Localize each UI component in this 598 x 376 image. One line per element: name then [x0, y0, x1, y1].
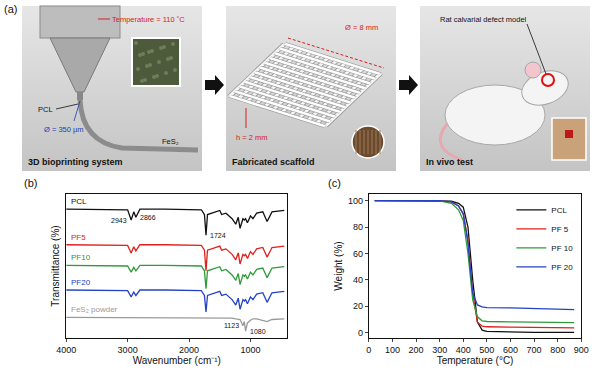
svg-text:1000: 1000 [240, 345, 260, 355]
svg-text:FeS₂ powder: FeS₂ powder [71, 305, 118, 314]
svg-text:PF10: PF10 [71, 253, 91, 262]
svg-text:h = 2 mm: h = 2 mm [236, 133, 267, 142]
svg-text:Fabricated scaffold: Fabricated scaffold [232, 157, 315, 167]
svg-text:800: 800 [550, 345, 565, 355]
svg-text:4000: 4000 [56, 345, 76, 355]
svg-text:600: 600 [503, 345, 518, 355]
svg-text:400: 400 [456, 345, 471, 355]
svg-text:PF5: PF5 [71, 233, 86, 242]
svg-text:2943: 2943 [111, 217, 127, 224]
svg-text:Weight (%): Weight (%) [333, 241, 344, 290]
svg-text:20: 20 [353, 301, 363, 311]
svg-text:(a): (a) [4, 3, 17, 15]
svg-text:Wavenumber (cm⁻¹): Wavenumber (cm⁻¹) [133, 355, 221, 366]
svg-text:FeS₂: FeS₂ [162, 137, 179, 146]
svg-text:1123: 1123 [224, 322, 239, 329]
svg-text:Rat calvarial defect model: Rat calvarial defect model [440, 15, 527, 24]
svg-text:(b): (b) [24, 177, 37, 189]
svg-text:700: 700 [527, 345, 542, 355]
svg-text:60: 60 [353, 249, 363, 259]
svg-text:Temperature (°C): Temperature (°C) [437, 355, 514, 366]
svg-text:Temperature = 110 ˚C: Temperature = 110 ˚C [112, 15, 185, 24]
svg-text:500: 500 [479, 345, 494, 355]
svg-text:40: 40 [353, 275, 363, 285]
svg-text:200: 200 [409, 345, 424, 355]
svg-text:PF 10: PF 10 [551, 244, 573, 253]
svg-text:3D bioprinting system: 3D bioprinting system [28, 157, 123, 167]
svg-text:Ø = 8 mm: Ø = 8 mm [345, 23, 378, 32]
svg-text:PCL: PCL [551, 206, 567, 215]
svg-text:100: 100 [385, 345, 400, 355]
svg-text:In vivo test: In vivo test [426, 157, 473, 167]
svg-text:2866: 2866 [140, 214, 156, 221]
svg-text:Ø = 350 µm: Ø = 350 µm [44, 125, 84, 134]
svg-text:PF 5: PF 5 [551, 225, 568, 234]
svg-text:100: 100 [348, 196, 363, 206]
svg-text:PF 20: PF 20 [551, 263, 573, 272]
svg-text:0: 0 [358, 328, 363, 338]
svg-text:(c): (c) [328, 177, 341, 189]
svg-text:PCL: PCL [38, 105, 53, 114]
svg-text:2000: 2000 [179, 345, 199, 355]
svg-text:0: 0 [366, 345, 371, 355]
svg-text:Transmittance (%): Transmittance (%) [50, 225, 61, 306]
svg-text:900: 900 [574, 345, 589, 355]
svg-text:1724: 1724 [210, 232, 226, 239]
svg-text:PCL: PCL [71, 197, 87, 206]
svg-text:1080: 1080 [250, 328, 266, 335]
svg-text:3000: 3000 [118, 345, 138, 355]
svg-text:80: 80 [353, 222, 363, 232]
svg-text:300: 300 [432, 345, 447, 355]
svg-text:PF20: PF20 [71, 278, 91, 287]
